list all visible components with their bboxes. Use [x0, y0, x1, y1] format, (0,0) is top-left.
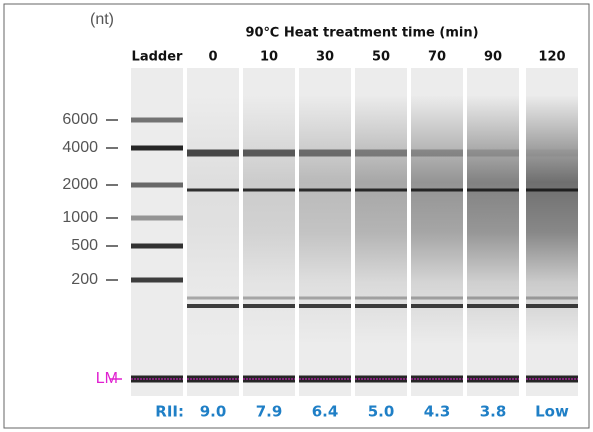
lane-label: 70 — [428, 50, 446, 65]
band — [243, 188, 295, 192]
band — [131, 145, 183, 151]
marker-label: 4000 — [62, 139, 98, 156]
band — [243, 304, 295, 308]
marker-label: 500 — [71, 237, 98, 254]
band — [467, 304, 519, 308]
band — [131, 243, 183, 249]
rin-value: 3.8 — [480, 403, 507, 421]
band — [526, 188, 578, 192]
band — [411, 149, 463, 157]
rin-value: 6.4 — [312, 403, 339, 421]
band — [355, 149, 407, 157]
rin-value: 5.0 — [368, 403, 395, 421]
band — [299, 188, 351, 192]
band — [243, 149, 295, 157]
band — [243, 296, 295, 300]
band — [131, 182, 183, 188]
smear — [355, 95, 407, 345]
smear — [299, 95, 351, 345]
unit-label: (nt) — [90, 11, 114, 28]
rin-value: 7.9 — [256, 403, 283, 421]
band — [299, 304, 351, 308]
lane-bg — [131, 68, 183, 396]
band — [187, 149, 239, 157]
lane-label: 90 — [484, 50, 502, 65]
smear — [187, 95, 239, 345]
band — [467, 296, 519, 300]
band — [467, 149, 519, 157]
band — [187, 296, 239, 300]
marker-label: 2000 — [62, 176, 98, 193]
band — [355, 188, 407, 192]
band — [299, 296, 351, 300]
lane-label: Ladder — [132, 50, 183, 65]
lane-label: 10 — [260, 50, 278, 65]
band — [411, 304, 463, 308]
band — [355, 304, 407, 308]
band — [526, 304, 578, 308]
smear — [411, 95, 463, 345]
lane-label: 50 — [372, 50, 390, 65]
rin-value: 9.0 — [200, 403, 227, 421]
marker-label: 200 — [71, 271, 98, 288]
band — [131, 277, 183, 283]
band — [411, 296, 463, 300]
marker-label: 1000 — [62, 209, 98, 226]
band — [467, 188, 519, 192]
title: 90℃ Heat treatment time (min) — [245, 26, 478, 41]
smear — [243, 95, 295, 345]
band — [131, 215, 183, 221]
band — [355, 296, 407, 300]
band — [187, 304, 239, 308]
rin-label: RII: — [155, 403, 184, 421]
rin-value: Low — [535, 403, 569, 421]
lane-label: 120 — [538, 50, 565, 65]
band — [411, 188, 463, 192]
band — [187, 188, 239, 192]
lm-label: LM — [96, 370, 118, 387]
band — [526, 149, 578, 157]
smear — [467, 95, 519, 345]
band — [131, 117, 183, 123]
smear — [526, 95, 578, 345]
lane-label: 0 — [208, 50, 217, 65]
lane-label: 30 — [316, 50, 334, 65]
band — [526, 296, 578, 300]
band — [299, 149, 351, 157]
marker-label: 6000 — [62, 111, 98, 128]
rin-value: 4.3 — [424, 403, 451, 421]
